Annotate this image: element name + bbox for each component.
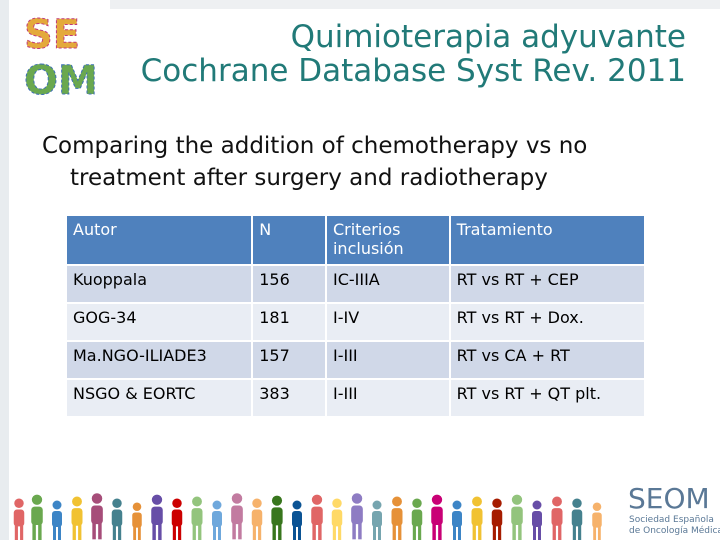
column-header: Autor bbox=[64, 214, 254, 266]
table-row: Ma.NGO-ILIADE3 157 I-III RT vs CA + RT bbox=[64, 340, 647, 380]
column-header: N bbox=[251, 214, 327, 266]
table-row: Kuoppala 156 IC-IIIA RT vs RT + CEP bbox=[64, 264, 647, 304]
table-cell: I-IV bbox=[324, 302, 451, 342]
table-cell: RT vs RT + QT plt. bbox=[448, 378, 647, 418]
column-header: Tratamiento bbox=[448, 214, 647, 266]
table-cell: NSGO & EORTC bbox=[64, 378, 254, 418]
table-cell: RT vs RT + Dox. bbox=[448, 302, 647, 342]
title-line: Quimioterapia adyuvante bbox=[290, 19, 686, 55]
footer-org: Sociedad Española bbox=[629, 515, 714, 525]
title: Quimioterapia adyuvante Cochrane Databas… bbox=[141, 20, 686, 88]
table-cell: 156 bbox=[251, 264, 327, 304]
intro: Comparing the addition of chemotherapy v… bbox=[42, 133, 588, 191]
people-band bbox=[13, 493, 602, 540]
table-cell: I-III bbox=[324, 340, 451, 380]
footer-logo: SEOM bbox=[628, 482, 710, 515]
table-row: NSGO & EORTC 383 I-III RT vs RT + QT plt. bbox=[64, 378, 647, 418]
table-row: GOG-34 181 I-IV RT vs RT + Dox. bbox=[64, 302, 647, 342]
footer: SEOM Sociedad Española de Oncología Médi… bbox=[13, 482, 720, 540]
footer-org: de Oncología Médica bbox=[629, 525, 720, 536]
logo-text: OM bbox=[24, 58, 98, 104]
title-line: Cochrane Database Syst Rev. 2011 bbox=[140, 53, 686, 89]
table: Autor N Criterios inclusión Tratamiento Kuo… bbox=[64, 214, 647, 418]
logo-text: SE bbox=[24, 12, 80, 58]
table-cell: RT vs CA + RT bbox=[448, 340, 647, 380]
table-cell: IC-IIIA bbox=[324, 264, 451, 304]
logo: SE OM bbox=[24, 12, 99, 105]
top-band bbox=[110, 0, 720, 9]
table-cell: 181 bbox=[251, 302, 327, 342]
table-cell: 383 bbox=[251, 378, 327, 418]
table-cell: GOG-34 bbox=[64, 302, 254, 342]
table-cell: I-III bbox=[324, 378, 451, 418]
header-row: Autor N Criterios inclusión Tratamiento bbox=[64, 214, 647, 266]
column-header: Criterios inclusión bbox=[324, 214, 451, 266]
table-cell: RT vs RT + CEP bbox=[448, 264, 647, 304]
table-cell: Ma.NGO-ILIADE3 bbox=[64, 340, 254, 380]
side-band bbox=[0, 0, 9, 540]
table-cell: Kuoppala bbox=[64, 264, 254, 304]
table-cell: 157 bbox=[251, 340, 327, 380]
table-body: Kuoppala 156 IC-IIIA RT vs RT + CEP GOG-34 18… bbox=[64, 264, 647, 418]
